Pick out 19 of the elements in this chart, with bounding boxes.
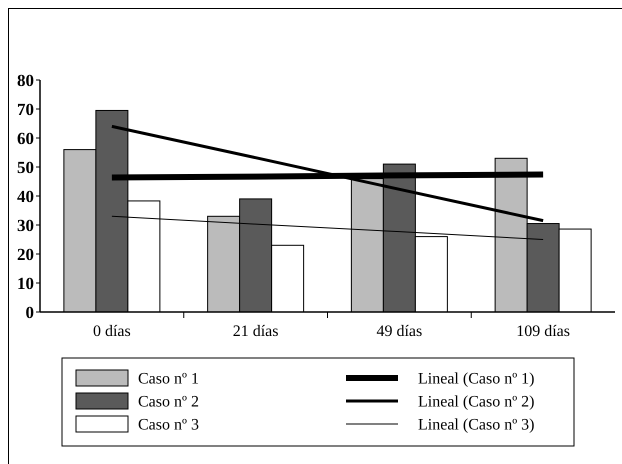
legend-label: Caso nº 1 — [138, 370, 199, 388]
y-tick-label: 40 — [17, 186, 34, 206]
y-tick-label: 70 — [17, 100, 34, 119]
y-tick-label: 30 — [17, 216, 34, 235]
x-tick-label: 0 días — [92, 323, 131, 340]
legend-label: Caso nº 3 — [138, 416, 199, 434]
y-tick-label: 80 — [17, 70, 34, 90]
x-tick-label: 109 días — [516, 323, 570, 340]
legend-label: Lineal (Caso nº 1) — [418, 370, 534, 388]
legend-label: Lineal (Caso nº 3) — [418, 416, 534, 434]
y-tick-label: 0 — [26, 302, 34, 322]
legend-label: Lineal (Caso nº 2) — [418, 394, 534, 411]
y-tick-label: 10 — [17, 274, 34, 293]
x-tick-label: 49 días — [376, 323, 422, 340]
y-tick-label: 50 — [17, 158, 34, 177]
y-tick-label: 20 — [17, 244, 34, 264]
y-tick-label: 60 — [17, 128, 34, 148]
legend-label: Caso nº 2 — [138, 394, 199, 411]
x-tick-label: 21 días — [232, 323, 279, 340]
